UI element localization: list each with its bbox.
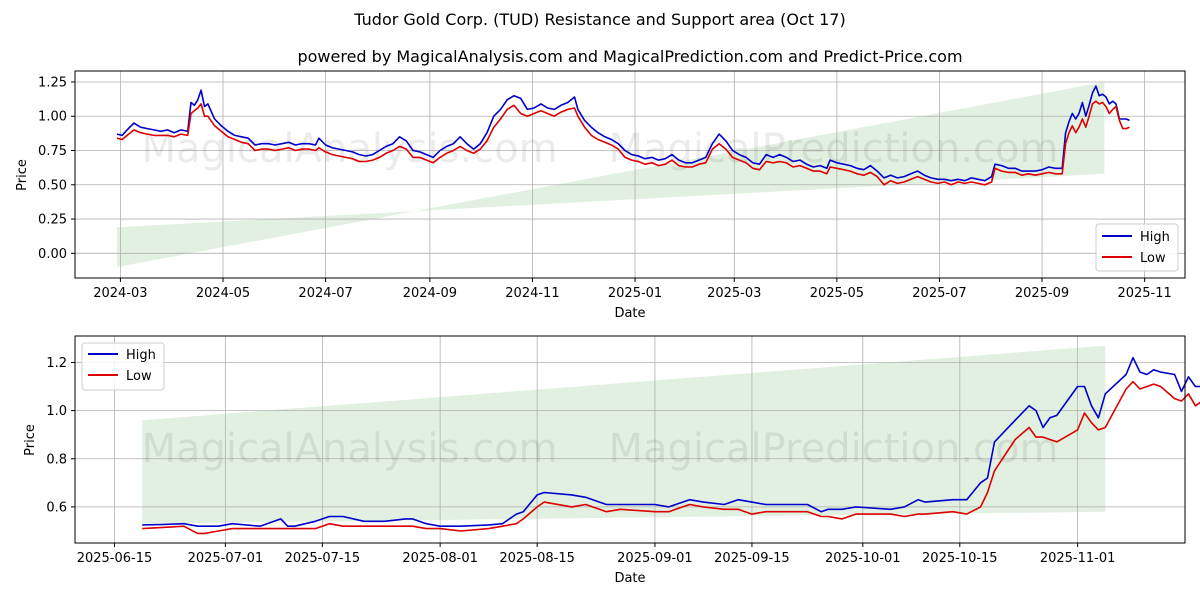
x-tick-label: 2024-11	[505, 286, 559, 301]
bottom-chart: MagicalAnalysis.com MagicalPrediction.co…	[23, 335, 1200, 586]
x-tick-label: 2025-07	[912, 286, 966, 301]
chart-subtitle: powered by MagicalAnalysis.com and Magic…	[297, 47, 962, 66]
x-tick-label: 2024-09	[403, 286, 457, 301]
x-tick-label: 2025-07-01	[188, 551, 264, 566]
bottom-series-lines	[142, 356, 1200, 535]
y-tick-label: 0.6	[46, 500, 67, 515]
x-tick-label: 2025-03	[707, 286, 761, 301]
x-tick-label: 2025-11-01	[1040, 551, 1116, 566]
y-tick-label: 1.2	[46, 356, 67, 371]
top-legend: High Low	[1095, 223, 1179, 272]
x-tick-label: 2025-11	[1117, 286, 1171, 301]
bottom-ylabel: Price	[23, 424, 38, 456]
bottom-legend: High Low	[81, 342, 165, 391]
x-tick-label: 2025-05	[810, 286, 864, 301]
bottom-plot-frame	[74, 335, 1186, 544]
y-tick-label: 0.00	[38, 247, 67, 262]
series-line-high	[116, 85, 1130, 182]
top-legend-high-label: High	[1140, 230, 1170, 245]
x-tick-label: 2025-09-01	[617, 551, 693, 566]
y-tick-label: 0.8	[46, 452, 67, 467]
top-legend-low-label: Low	[1140, 251, 1166, 266]
y-tick-label: 0.75	[38, 144, 67, 159]
top-xlabel: Date	[614, 306, 645, 321]
bottom-legend-low-label: Low	[126, 369, 152, 384]
bottom-x-axis: 2025-06-15 2025-07-01 2025-07-15 2025-08-01…	[77, 543, 1116, 566]
x-tick-label: 2025-06-15	[77, 551, 153, 566]
top-ylabel: Price	[15, 159, 30, 191]
top-series-lines	[116, 85, 1130, 186]
x-tick-label: 2025-07-15	[285, 551, 361, 566]
top-x-axis: 2024-03 2024-05 2024-07 2024-09 2024-11 2025-…	[93, 278, 1172, 301]
series-line-low	[142, 380, 1200, 535]
bottom-watermark: MagicalAnalysis.com MagicalPrediction.co…	[142, 426, 1059, 472]
x-tick-label: 2025-10-01	[825, 551, 901, 566]
top-prediction-band	[117, 82, 1105, 267]
series-line-low	[116, 100, 1130, 186]
y-tick-label: 1.25	[38, 75, 67, 90]
top-y-axis: 0.00 0.25 0.50 0.75 1.00 1.25	[38, 75, 75, 262]
y-tick-label: 1.00	[38, 110, 67, 125]
y-tick-label: 1.0	[46, 404, 67, 419]
top-chart: MagicalAnalysis.com MagicalPrediction.co…	[15, 70, 1186, 321]
prediction-band-area	[142, 345, 1106, 524]
x-tick-label: 2025-01	[608, 286, 662, 301]
x-tick-label: 2024-07	[298, 286, 352, 301]
x-tick-label: 2024-05	[196, 286, 250, 301]
x-tick-label: 2025-09-15	[714, 551, 790, 566]
chart-title: Tudor Gold Corp. (TUD) Resistance and Su…	[353, 10, 845, 29]
y-tick-label: 0.25	[38, 213, 67, 228]
x-tick-label: 2025-08-15	[499, 551, 575, 566]
y-tick-label: 0.50	[38, 178, 67, 193]
x-tick-label: 2025-10-15	[922, 551, 998, 566]
top-plot-frame	[74, 70, 1186, 279]
bottom-gridlines	[75, 336, 1185, 543]
bottom-prediction-band	[142, 345, 1106, 524]
series-line-high	[142, 356, 1200, 528]
x-tick-label: 2025-08-01	[402, 551, 478, 566]
x-tick-label: 2025-09	[1015, 286, 1069, 301]
bottom-y-axis: 0.6 0.8 1.0 1.2	[46, 356, 75, 515]
prediction-band-area	[117, 82, 1105, 267]
x-tick-label: 2024-03	[93, 286, 147, 301]
bottom-legend-high-label: High	[126, 348, 156, 363]
bottom-xlabel: Date	[614, 571, 645, 586]
